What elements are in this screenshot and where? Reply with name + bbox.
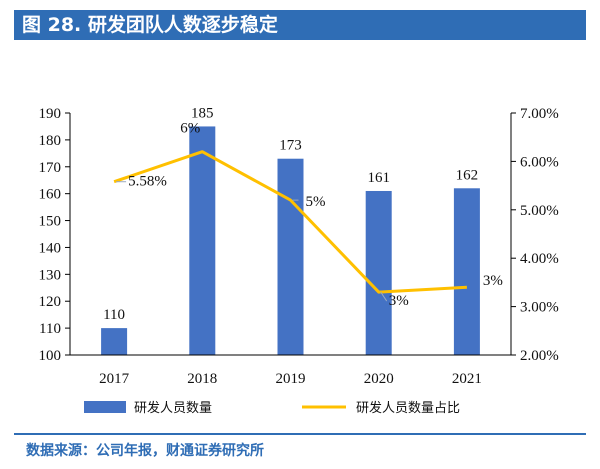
axes-layer: 100 110 120 130 140 150 160 170 180 190 2.00% 3.00%… (39, 106, 559, 387)
line-value-label: 6% (180, 121, 200, 137)
line-value-label: 5.58% (128, 174, 167, 190)
bar-value-label: 110 (103, 307, 125, 323)
left-tick-label: 120 (39, 294, 62, 310)
bar-value-label: 161 (367, 170, 390, 186)
line-value-label: 3% (389, 293, 409, 309)
left-tick-label: 170 (39, 160, 62, 176)
left-tick-label: 150 (39, 214, 62, 230)
left-tick-label: 100 (39, 348, 62, 364)
left-tick-label: 160 (39, 187, 62, 203)
right-tick-label: 6.00% (520, 154, 559, 170)
right-tick-label: 5.00% (520, 203, 559, 219)
ratio-line (113, 150, 467, 294)
right-tick-label: 4.00% (520, 251, 559, 267)
labels-layer: 110 185 173 161 162 5.58% 6% 5% 3% 3% (103, 105, 503, 323)
line-layer (113, 150, 467, 294)
x-tick-label: 2020 (364, 371, 394, 387)
combo-chart: 100 110 120 130 140 150 160 170 180 190 2.00% 3.00%… (39, 105, 559, 416)
left-tick-label: 190 (39, 106, 62, 122)
bar-value-label: 162 (456, 167, 479, 183)
legend: 研发人员数量 研发人员数量占比 (84, 400, 460, 416)
left-tick-label: 110 (39, 321, 61, 337)
right-tick-label: 7.00% (520, 106, 559, 122)
bars-layer (101, 126, 480, 355)
left-tick-label: 130 (39, 267, 62, 283)
bar-2021 (453, 188, 480, 355)
legend-bar-label: 研发人员数量 (134, 400, 212, 416)
legend-line-label: 研发人员数量占比 (356, 400, 460, 416)
right-tick-label: 2.00% (520, 348, 559, 364)
right-tick-label: 3.00% (520, 300, 559, 316)
bar-2019 (277, 158, 304, 355)
figure-title: 图 28. 研发团队人数逐步稳定 (14, 10, 586, 40)
x-tick-label: 2017 (99, 371, 130, 387)
bar-2017 (101, 328, 128, 355)
legend-bar-swatch (84, 401, 126, 413)
leader-line (380, 291, 388, 302)
bar-2018 (189, 126, 216, 355)
line-value-label: 3% (483, 273, 503, 289)
x-tick-label: 2018 (187, 371, 217, 387)
x-tick-label: 2019 (276, 371, 306, 387)
bar-value-label: 173 (279, 138, 302, 154)
bar-2020 (365, 190, 392, 355)
bar-value-label: 185 (191, 105, 214, 121)
x-tick-label: 2021 (452, 371, 482, 387)
source-note: 数据来源：公司年报，财通证券研究所 (26, 443, 264, 459)
left-tick-label: 140 (39, 240, 62, 256)
source-divider (14, 433, 586, 435)
line-value-label: 5% (306, 194, 326, 210)
left-tick-label: 180 (39, 133, 62, 149)
